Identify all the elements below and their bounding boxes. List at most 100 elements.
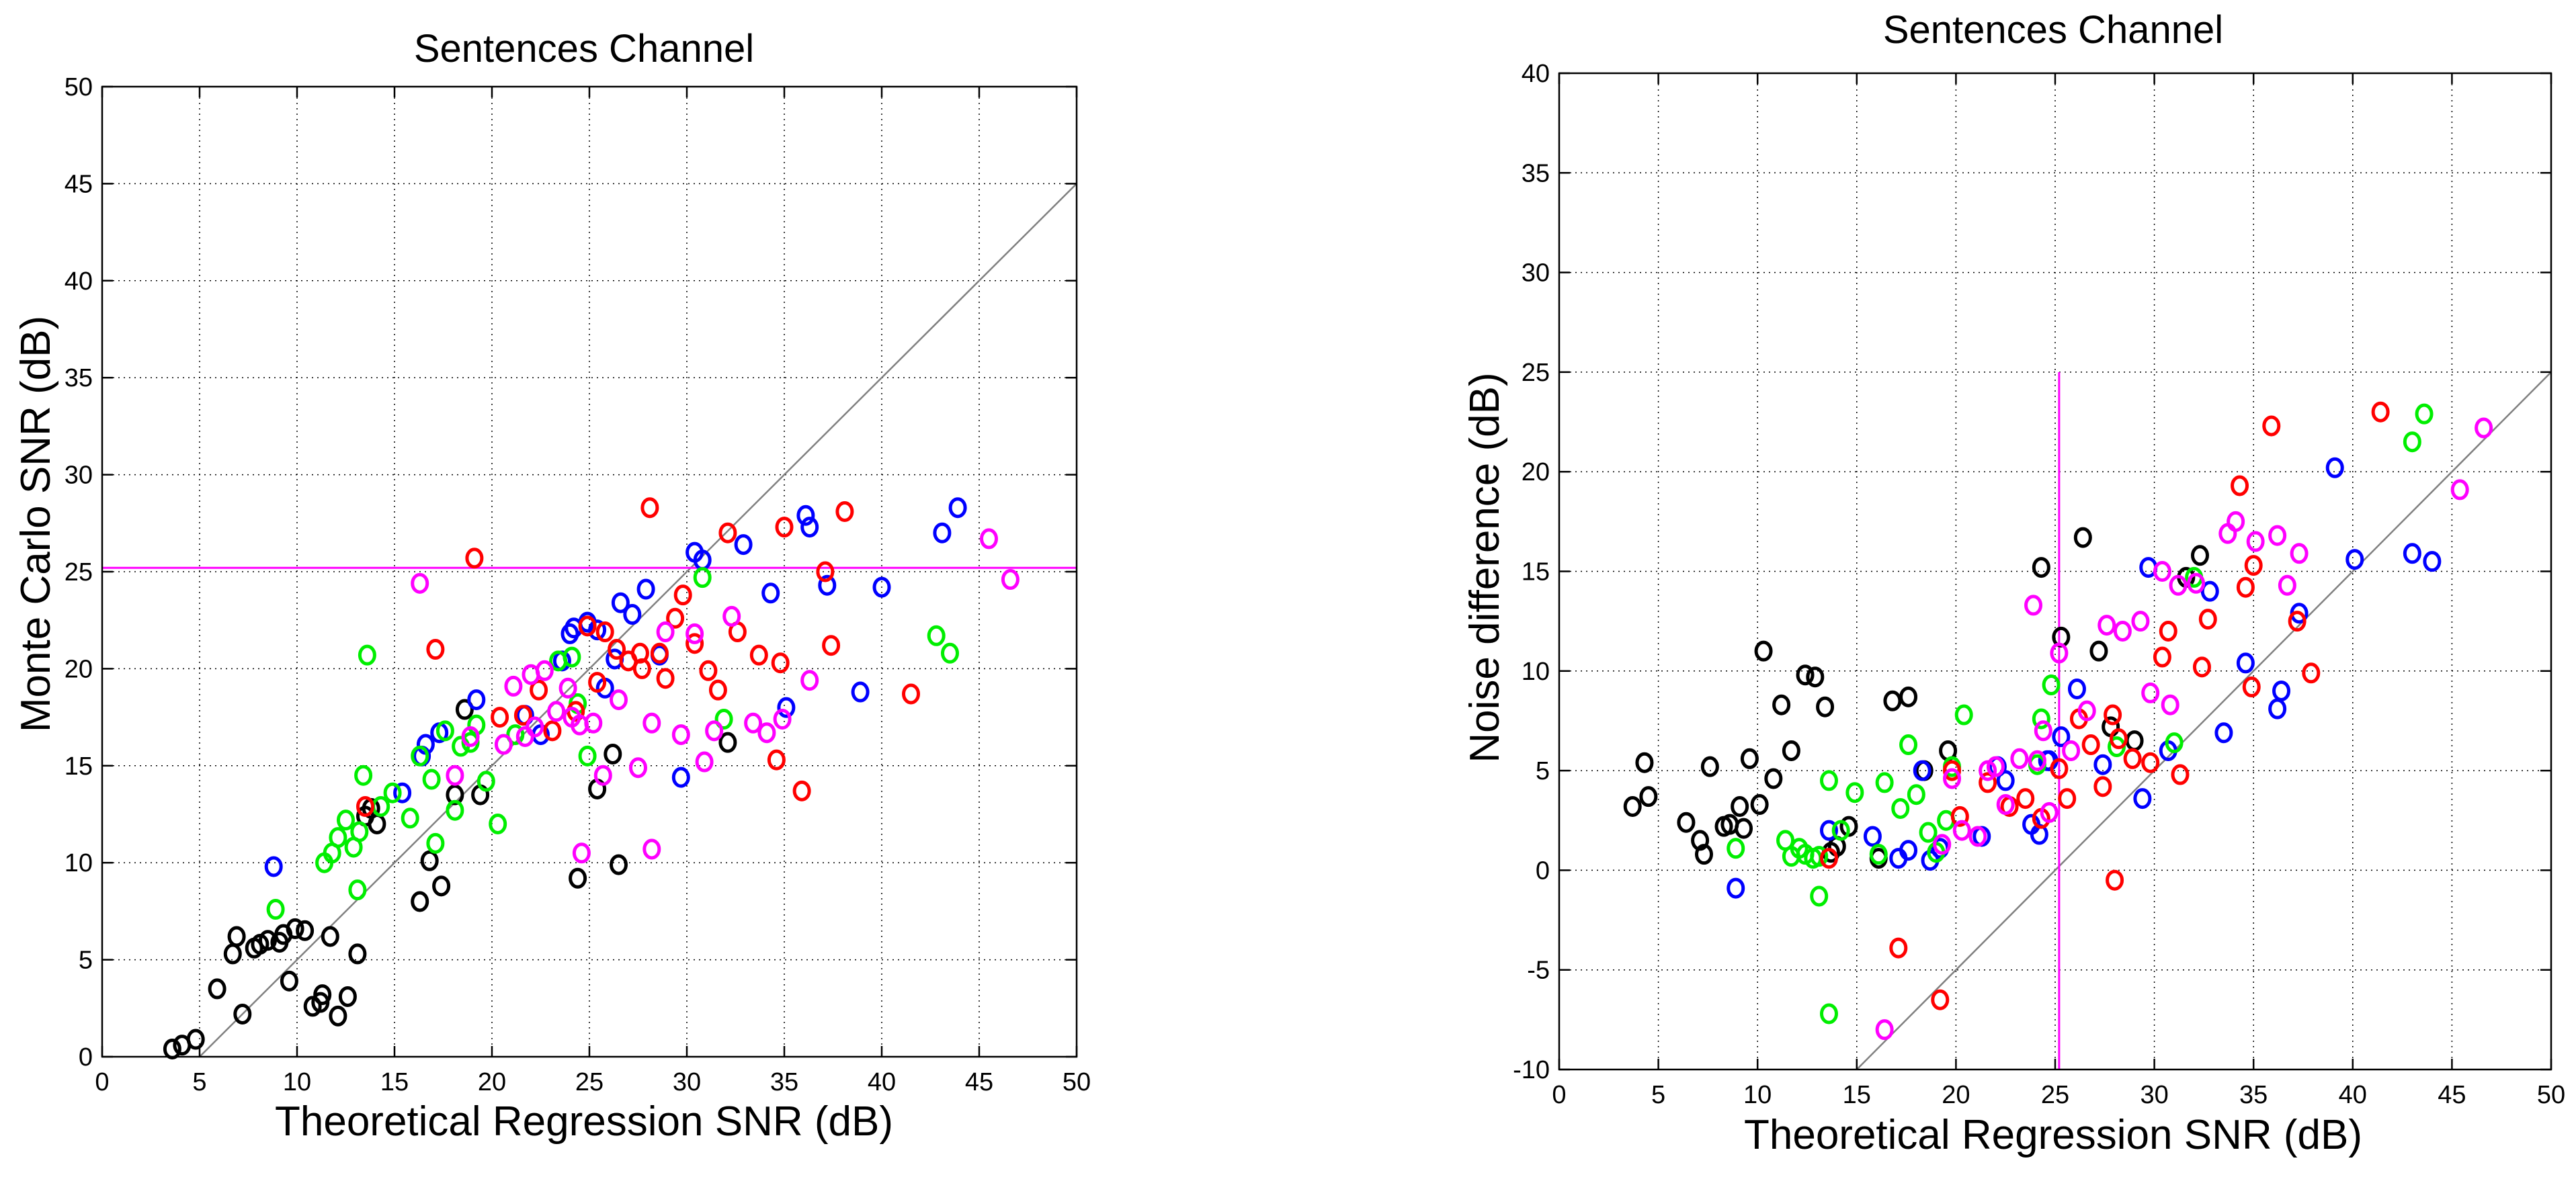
data-point-blue [948, 497, 967, 519]
data-point-magenta [744, 712, 763, 734]
data-point-green [329, 827, 347, 848]
data-point-magenta [2097, 615, 2116, 636]
data-point-black [1796, 664, 1815, 686]
data-point-black [348, 943, 367, 965]
data-point-blue [1819, 820, 1838, 841]
data-point-magenta [2050, 642, 2069, 664]
y-tick-label: 5 [79, 947, 93, 975]
data-point-magenta [2450, 479, 2469, 500]
data-point-magenta [800, 670, 819, 691]
data-point-red [608, 639, 626, 660]
data-point-magenta [494, 734, 513, 755]
data-point-black [186, 1029, 205, 1050]
data-point-red [673, 584, 692, 606]
data-point-blue [761, 582, 780, 604]
data-point-green [1845, 782, 1864, 803]
data-point-green [941, 642, 959, 664]
data-point-magenta [2475, 417, 2493, 439]
data-point-red [708, 679, 727, 701]
data-point-magenta [2010, 748, 2029, 769]
data-point-green [337, 810, 355, 831]
data-point-black [2032, 557, 2050, 578]
data-point-red [426, 639, 445, 660]
data-point-red [2236, 576, 2255, 598]
data-point-red [2153, 646, 2171, 668]
data-point-green [354, 765, 373, 786]
data-point-green [1907, 784, 1925, 805]
data-point-magenta [2062, 740, 2081, 761]
x-tick-label: 5 [1651, 1081, 1665, 1109]
data-point-green [411, 745, 429, 767]
data-point-red [1819, 848, 1838, 869]
x-tick-label: 25 [2041, 1081, 2069, 1109]
x-tick-label: 45 [965, 1068, 993, 1096]
data-point-red [1950, 805, 1969, 827]
y-tick-label: 25 [1522, 359, 1550, 387]
data-point-blue [1863, 826, 1882, 847]
data-point-black [1623, 795, 1642, 817]
data-point-red [2050, 758, 2069, 779]
data-point-magenta [558, 677, 577, 699]
data-point-red [2171, 764, 2190, 785]
data-point-magenta [572, 842, 591, 864]
data-point-magenta [1875, 1019, 1894, 1041]
x-tick-label: 15 [380, 1068, 409, 1096]
data-point-red [1931, 989, 1950, 1010]
data-point-green [358, 644, 376, 666]
data-point-blue [2214, 722, 2233, 744]
data-point-red [2016, 788, 2035, 810]
data-point-red [685, 633, 704, 654]
x-tick-label: 50 [1063, 1068, 1091, 1096]
y-tick-label: 15 [65, 752, 93, 781]
x-tick-label: 0 [95, 1068, 109, 1096]
data-point-black [286, 918, 304, 939]
data-point-green [693, 567, 712, 588]
data-point-magenta [2141, 682, 2160, 703]
data-point-red [749, 644, 768, 666]
data-point-magenta [461, 726, 480, 747]
data-point-blue [588, 619, 607, 641]
data-point-red [2081, 734, 2100, 756]
data-point-magenta [1942, 768, 1961, 789]
data-point-green [578, 745, 597, 767]
data-point-green [1819, 770, 1838, 791]
data-point-green [1831, 820, 1850, 841]
data-point-magenta [2153, 561, 2171, 582]
data-point-green [1919, 822, 1938, 843]
x-axis-label: Theoretical Regression SNR (dB) [275, 1098, 893, 1145]
data-point-green [350, 821, 369, 842]
y-tick-label: 30 [65, 462, 93, 490]
x-tick-label: 35 [2239, 1081, 2268, 1109]
data-point-red [656, 668, 675, 689]
y-tick-label: 20 [1522, 458, 1550, 486]
data-point-black [338, 986, 357, 1007]
data-point-magenta [2161, 694, 2179, 715]
data-point-black [1731, 795, 1749, 817]
data-point-black [1750, 794, 1769, 816]
data-point-black [259, 930, 277, 951]
data-point-blue [1913, 760, 1931, 781]
data-point-magenta [2268, 525, 2287, 546]
data-point-blue [933, 522, 952, 543]
y-tick-label: 35 [65, 364, 93, 392]
data-point-red [1889, 937, 1908, 959]
x-tick-label: 35 [770, 1068, 798, 1096]
data-point-magenta [2113, 620, 2132, 642]
data-point-black [2073, 527, 2092, 548]
x-tick-label: 30 [673, 1068, 701, 1096]
reference-line [1856, 372, 2552, 1070]
data-point-green [2032, 708, 2050, 730]
data-point-magenta [1001, 569, 1020, 591]
data-point-red [792, 780, 811, 801]
y-tick-label: 5 [1536, 757, 1550, 785]
data-point-green [1869, 844, 1888, 865]
data-point-red [699, 660, 718, 681]
x-tick-label: 10 [283, 1068, 311, 1096]
data-point-black [1754, 640, 1773, 662]
data-point-green [446, 799, 464, 821]
data-point-blue [800, 517, 819, 538]
data-point-blue [2325, 457, 2344, 478]
data-point-black [432, 875, 451, 897]
data-point-magenta [584, 712, 603, 734]
data-point-black [208, 978, 226, 1000]
